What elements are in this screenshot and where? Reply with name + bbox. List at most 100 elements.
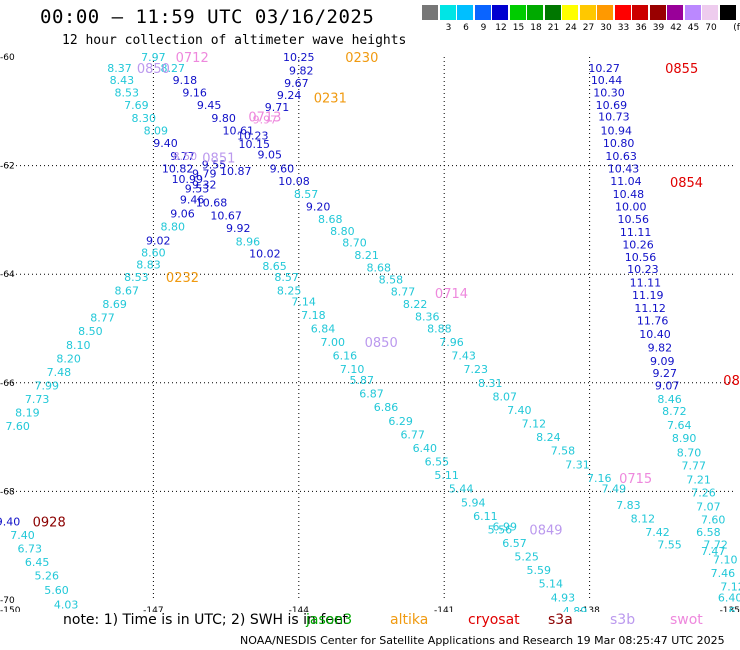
swh-value: 9.24 (277, 89, 302, 102)
swh-value: 9.80 (211, 112, 236, 125)
swh-value: 7.40 (10, 529, 35, 542)
swh-value: 10.63 (605, 150, 637, 163)
swh-value: 8.24 (536, 431, 561, 444)
colorbar-swatch (492, 5, 508, 20)
swh-value: 7.40 (507, 404, 532, 417)
swh-value: 8.88 (427, 323, 452, 336)
swh-value: 9.45 (197, 99, 222, 112)
swh-value: 8.80 (330, 225, 355, 238)
colorbar-label: 9 (480, 23, 487, 33)
pass-time-label: 0713 (248, 111, 281, 126)
swh-value: 8.65 (262, 260, 287, 273)
swh-value: 8.57 (294, 188, 319, 201)
swh-value: 5.56 (488, 523, 513, 536)
swh-value: 8.77 (391, 286, 416, 299)
colorbar-swatch (422, 5, 438, 20)
legend-entry-cryosat: cryosat (468, 612, 520, 628)
legend-entry-s3b: s3b (610, 612, 636, 628)
swh-value: 11.19 (632, 289, 664, 302)
swh-value: 10.26 (622, 238, 654, 251)
swh-value: 9.32 (192, 179, 217, 192)
swh-value: 7.14 (291, 295, 316, 308)
swh-value: 8.19 (15, 407, 40, 420)
colorbar-swatch (457, 5, 473, 20)
swh-value: 7.12 (522, 418, 547, 431)
swh-value: 7.83 (616, 499, 641, 512)
swh-value: 6.86 (374, 401, 399, 414)
swh-value: 6.40 (413, 442, 438, 455)
swh-value: 6.9 (729, 605, 740, 612)
swh-value: 9.77 (170, 150, 195, 163)
swh-value: 9.06 (170, 207, 195, 220)
swh-value: 9.46 (180, 193, 205, 206)
pass-time-label: 0850 (365, 336, 398, 351)
swh-value: 7.58 (551, 445, 576, 458)
colorbar-swatch (527, 5, 543, 20)
swh-value: 8.68 (367, 262, 392, 275)
swh-value: 8.50 (78, 325, 103, 338)
swh-value: 7.00 (320, 336, 345, 349)
swh-value: 11.11 (620, 226, 652, 239)
swh-value: 6.84 (311, 323, 336, 336)
latitude-tick-label: -66 (0, 379, 15, 389)
swh-value: 9.60 (270, 162, 295, 175)
swh-value: 8.58 (379, 274, 404, 287)
swh-value: 7.21 (686, 473, 711, 486)
note-text: note: 1) Time is in UTC; 2) SWH is in fe… (63, 612, 349, 628)
swh-value: 5.25 (514, 551, 539, 564)
latitude-tick-label: -70 (0, 596, 15, 606)
swh-value: 7.55 (657, 539, 682, 552)
swh-value: 8.20 (56, 352, 81, 365)
swh-value: 7.99 (35, 380, 60, 393)
swh-value: 10.56 (625, 251, 657, 264)
colorbar-label: 70 (705, 23, 717, 33)
swh-value: 8.57 (274, 271, 299, 284)
swh-value: 7.69 (124, 99, 149, 112)
swh-value: 8.37 (107, 62, 132, 75)
swh-value: 9.55 (202, 159, 227, 172)
swh-value: 10.56 (617, 213, 649, 226)
pass-time-label: 0230 (345, 51, 378, 66)
colorbar-label: 30 (600, 23, 612, 33)
swh-value: 8.09 (144, 124, 169, 137)
swh-value: 10.61 (222, 124, 254, 137)
swh-value: 9.71 (265, 101, 290, 114)
swh-value: 7.12 (720, 580, 740, 593)
colorbar-swatch (684, 5, 701, 20)
swh-value: 11.11 (630, 276, 662, 289)
legend-entry-swot: swot (670, 612, 703, 628)
colorbar-label: 45 (687, 23, 700, 33)
latitude-tick-label: -64 (0, 270, 15, 280)
swh-value: 7.26 (691, 486, 716, 499)
swh-value: 10.69 (596, 99, 628, 112)
map-title: 00:00 – 11:59 UTC 03/16/2025 (40, 6, 375, 28)
colorbar-label: 12 (495, 23, 507, 33)
swh-value: 10.43 (608, 162, 640, 175)
longitude-tick-label: -144 (289, 606, 310, 612)
swh-value: 10.48 (613, 188, 645, 201)
swh-value: 9.67 (284, 77, 309, 90)
pass-time-label: 0714 (435, 287, 468, 302)
swh-value: 7.47 (701, 545, 726, 558)
swh-value: 8.50 (173, 150, 198, 163)
colorbar-swatch (719, 5, 736, 20)
swh-value: 8.10 (66, 339, 91, 352)
swh-value: 5.14 (539, 578, 564, 591)
pass-time-label: 0231 (314, 92, 347, 107)
swh-value: 7.23 (463, 363, 488, 376)
longitude-tick-label: -138 (579, 606, 600, 612)
colorbar-swatch (632, 5, 648, 20)
colorbar-label: 18 (530, 23, 542, 33)
swh-value: 7.49 (602, 483, 627, 496)
swh-value: 9.92 (226, 222, 251, 235)
swh-value: 8.21 (354, 249, 379, 262)
colorbar-unit: (ft) (733, 23, 740, 33)
swh-value: 7.42 (645, 526, 670, 539)
swh-value: 4.03 (54, 598, 79, 611)
swh-value: 6.16 (333, 350, 358, 363)
colorbar-swatch (562, 5, 578, 20)
swh-value: 9.82 (648, 342, 673, 355)
swh-value: 9.79 (192, 168, 217, 181)
swh-value: 10.44 (591, 74, 623, 87)
swh-value: 5.87 (350, 374, 375, 387)
